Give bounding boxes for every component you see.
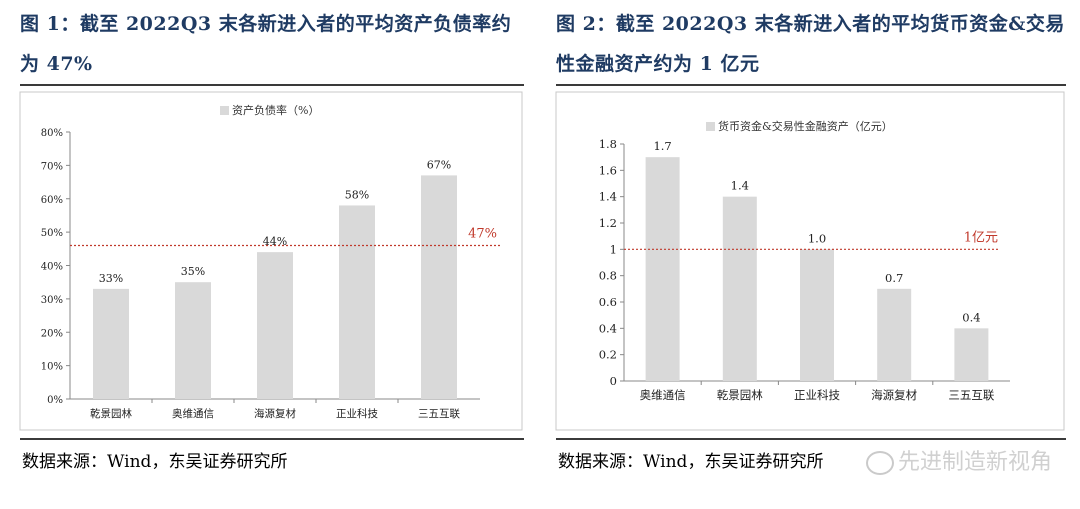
data-label: 35% [181, 265, 205, 278]
legend-label: 货币资金&交易性金融资产（亿元） [718, 119, 893, 133]
wechat-icon [865, 451, 894, 475]
bar [339, 205, 375, 399]
reference-label: 47% [468, 226, 497, 241]
bar [645, 157, 680, 381]
y-tick-label: 0% [47, 395, 63, 406]
x-tick-label: 正业科技 [336, 407, 378, 420]
data-label: 1.4 [731, 179, 749, 193]
y-tick-label: 0 [610, 374, 617, 388]
y-tick-label: 1.2 [599, 216, 617, 230]
y-tick-label: 1.8 [599, 137, 617, 151]
y-tick-label: 20% [41, 328, 63, 339]
legend-label: 资产负债率（%） [232, 103, 319, 117]
watermark-text: 先进制造新视角 [897, 450, 1052, 475]
bar [421, 175, 457, 399]
figure-2: 图 2：截至 2022Q3 末各新进入者的平均货币资金&交易性金融资产约为 1 … [555, 0, 1066, 472]
x-tick-label: 海源复材 [871, 388, 917, 402]
y-tick-label: 1.6 [599, 163, 617, 177]
figure-1-bottom-rule [20, 438, 524, 440]
figure-2-title: 图 2：截至 2022Q3 末各新进入者的平均货币资金&交易性金融资产约为 1 … [556, 13, 1065, 75]
x-tick-label: 奥维通信 [640, 388, 686, 402]
bar [877, 288, 912, 381]
figure-1-source: 数据来源：Wind，东吴证券研究所 [22, 452, 288, 472]
bar [257, 252, 293, 399]
y-tick-label: 80% [41, 128, 63, 139]
y-tick-label: 0.8 [599, 269, 617, 283]
legend: 资产负债率（%） [220, 103, 319, 117]
data-label: 1.0 [808, 231, 826, 245]
y-tick-label: 1 [610, 242, 617, 256]
reference-label: 1亿元 [964, 230, 998, 245]
bar [93, 288, 129, 399]
x-tick-label: 三五互联 [948, 388, 994, 402]
data-label: 33% [99, 272, 123, 285]
x-tick-label: 正业科技 [794, 388, 840, 402]
x-tick-label: 海源复材 [254, 407, 296, 420]
figure-2-chart: 货币资金&交易性金融资产（亿元） 0 0.2 0.4 0.6 0.8 1 1.2 1.4 1.6 1… [555, 91, 1065, 431]
legend-swatch [220, 106, 229, 115]
y-tick-label: 0.6 [599, 295, 617, 309]
legend-swatch [706, 122, 715, 131]
figure-1-chart: 资产负债率（%） 0% 10% 20% 30% 40% 50% 60% 70% 80% 33% 乾景园… [19, 91, 523, 431]
y-tick-label: 0.4 [599, 321, 617, 335]
bar [954, 328, 989, 381]
figure-2-bottom-rule [556, 438, 1066, 440]
y-tick-label: 40% [41, 262, 63, 273]
legend: 货币资金&交易性金融资产（亿元） [706, 119, 893, 133]
figure-1-top-rule [20, 84, 524, 86]
figure-2-source: 数据来源：Wind，东吴证券研究所 [558, 452, 824, 472]
y-tick-label: 30% [41, 295, 63, 306]
figure-1-title: 图 1：截至 2022Q3 末各新进入者的平均资产负债率约为 47% [20, 13, 512, 75]
y-tick-label: 1.4 [599, 190, 617, 204]
x-tick-label: 三五互联 [418, 408, 460, 420]
data-label: 0.4 [962, 310, 980, 324]
data-label: 58% [345, 188, 369, 201]
y-tick-label: 60% [41, 195, 63, 206]
y-tick-label: 10% [41, 362, 63, 373]
figure-2-top-rule [556, 84, 1066, 86]
plot-frame [555, 91, 1065, 431]
bar [722, 196, 757, 381]
figure-1: 图 1：截至 2022Q3 末各新进入者的平均资产负债率约为 47% 资产负债率… [19, 0, 524, 472]
data-label: 67% [427, 158, 451, 171]
x-tick-label: 乾景园林 [717, 388, 763, 402]
x-tick-label: 乾景园林 [90, 407, 132, 420]
plot-frame [19, 91, 523, 431]
bar [175, 282, 211, 399]
data-label: 1.7 [653, 139, 671, 153]
y-tick-label: 70% [41, 161, 63, 172]
x-tick-label: 奥维通信 [172, 407, 214, 420]
data-label: 44% [263, 235, 287, 248]
data-label: 0.7 [885, 271, 903, 285]
y-tick-label: 0.2 [599, 348, 617, 362]
bar [800, 249, 834, 381]
y-tick-label: 50% [41, 228, 63, 239]
watermark: 先进制造新视角 [865, 444, 1052, 476]
